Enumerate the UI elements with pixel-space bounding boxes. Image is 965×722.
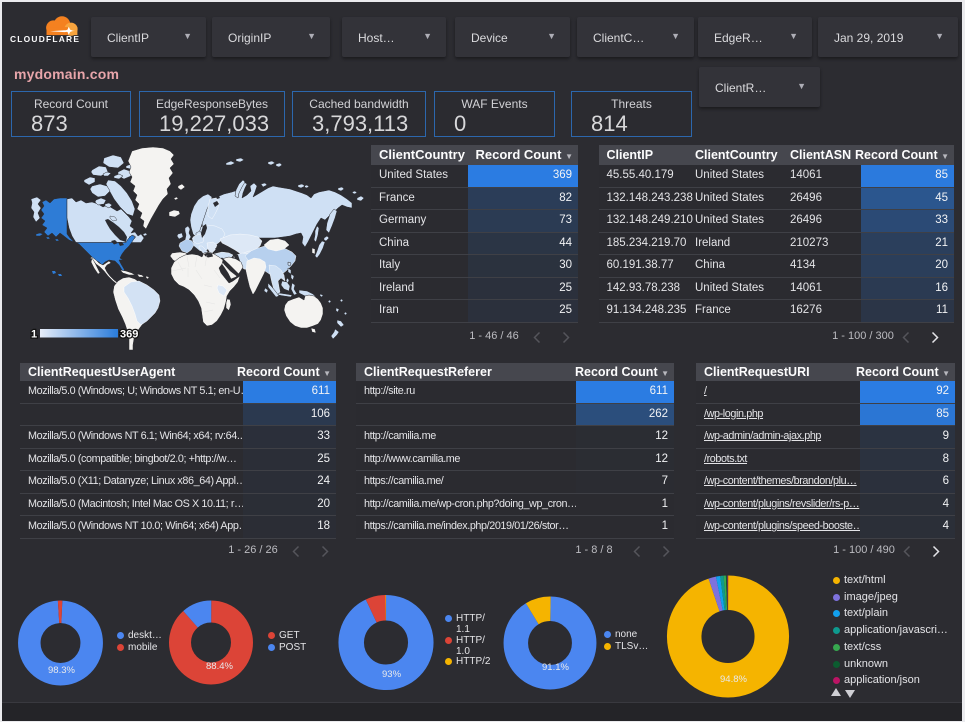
svg-text:369: 369 xyxy=(120,329,138,341)
svg-text:CLOUDFLARE: CLOUDFLARE xyxy=(10,34,80,44)
svg-text:1: 1 xyxy=(31,329,37,341)
